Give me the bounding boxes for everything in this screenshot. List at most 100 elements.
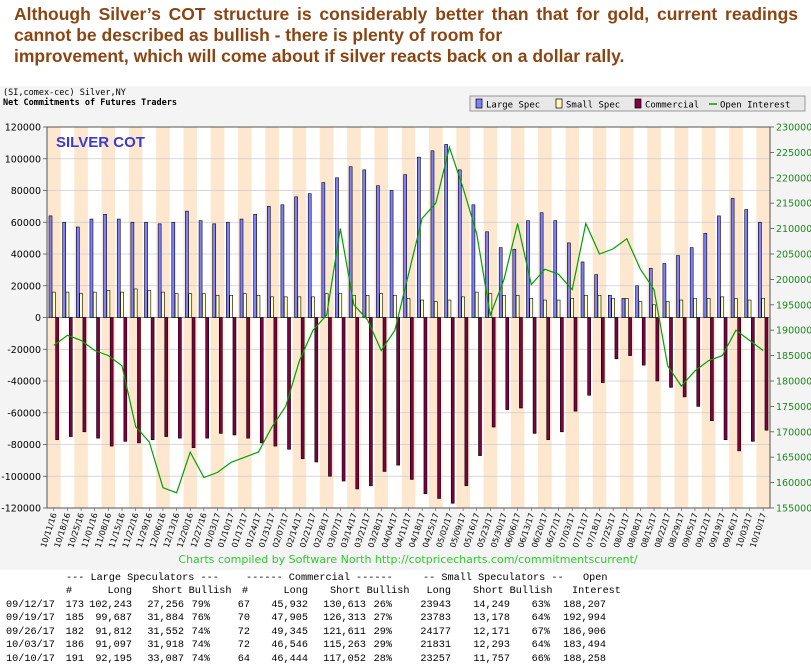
cell-oi: 183,494 [563, 640, 606, 652]
cell-l-num: 186 [65, 640, 84, 652]
cell-s-short: 11,757 [473, 653, 510, 665]
bar-commercial [314, 317, 319, 463]
y-tick-label-left: -20000 [7, 345, 41, 356]
headline-line-2: improvement, which will come about if si… [14, 46, 625, 66]
bar-commercial [410, 317, 414, 480]
bar-commercial [423, 317, 428, 495]
bar-large-spec [594, 274, 598, 318]
bar-commercial [328, 317, 332, 477]
legend-label-small-spec: Small Spec [566, 101, 620, 111]
open-interest-line [53, 145, 764, 494]
headline-line-1: Although Silver’s COT structure is consi… [14, 4, 798, 45]
bar-small-spec [638, 301, 643, 318]
cell-l-short: 31,884 [147, 613, 184, 625]
bar-commercial [519, 317, 523, 409]
y-tick-label-left: 40000 [11, 250, 41, 261]
bar-large-spec [717, 215, 721, 318]
cell-date: 09/12/17 [6, 600, 55, 611]
y-tick-label-right: 225000 [776, 148, 811, 159]
cell-c-num: 70 [237, 613, 250, 625]
bar-large-spec [239, 218, 244, 318]
y-tick-label-right: 170000 [776, 427, 811, 438]
group-large-speculators: --- Large Speculators --- [66, 573, 219, 584]
bar-small-spec [174, 293, 179, 318]
cell-s-long: 24177 [420, 626, 451, 638]
bar-large-spec [89, 218, 94, 318]
bar-small-spec [693, 298, 697, 318]
bar-large-spec [307, 193, 312, 318]
col-interest: Interest [572, 586, 621, 597]
y-tick-label-right: 200000 [776, 275, 811, 286]
bar-small-spec [133, 288, 138, 318]
cell-s-short: 14,249 [473, 600, 510, 611]
bar-large-spec [130, 221, 135, 318]
cell-c-bull: 27% [373, 613, 392, 625]
cell-l-bull: 74% [191, 626, 210, 638]
cell-l-short: 33,087 [147, 653, 184, 665]
chart-header-line-2: Net Commitments of Futures Traders [3, 97, 177, 108]
bar-commercial [287, 317, 291, 450]
cell-l-num: 185 [65, 613, 84, 625]
bar-large-spec [144, 221, 148, 318]
bar-small-spec [65, 291, 70, 318]
bar-large-spec [212, 223, 217, 318]
bar-large-spec [635, 285, 639, 318]
cell-l-short: 27,256 [147, 600, 184, 611]
y-tick-label-right: 230000 [776, 123, 811, 134]
cell-oi: 188,207 [563, 600, 606, 611]
bar-commercial [232, 317, 237, 436]
cell-c-num: 64 [237, 653, 250, 665]
bars [48, 144, 769, 504]
y-tick-label-right: 185000 [776, 351, 811, 362]
chart-credit: Charts compiled by Software North http:/… [178, 553, 637, 566]
bar-large-spec [457, 169, 462, 318]
bar-small-spec [188, 293, 193, 318]
bar-large-spec [376, 185, 380, 318]
bar-commercial [600, 317, 605, 383]
bar-commercial [205, 317, 209, 439]
group-open: Open [583, 573, 608, 584]
bar-small-spec [665, 301, 670, 318]
bar-commercial [532, 317, 537, 434]
cell-date: 09/19/17 [6, 613, 55, 625]
bar-commercial [137, 317, 141, 444]
cell-l-num: 191 [65, 653, 84, 665]
table-row: 09/12/17 173 102,243 27,256 79% 67 45,932 130,6… [0, 600, 811, 614]
table-group-header-row: --- Large Speculators --- ------ Commerc… [0, 573, 811, 587]
bar-commercial [369, 317, 373, 487]
bar-small-spec [720, 296, 725, 318]
cell-s-long: 23257 [420, 653, 451, 665]
bar-large-spec [321, 182, 326, 318]
bar-small-spec [420, 299, 424, 318]
cell-s-bull: 63% [531, 600, 550, 611]
cell-l-long: 91,812 [95, 626, 132, 638]
bar-commercial [82, 317, 87, 433]
bar-small-spec [611, 298, 615, 318]
bar-commercial [751, 317, 755, 442]
legend-swatch-small-spec [555, 98, 563, 109]
cell-l-long: 102,243 [89, 600, 132, 611]
y-axis-left: 120000 100000 80000 60000 40000 20000 0 -20000 -… [1, 123, 47, 515]
chart-legend: Large Spec Small Spec Commercial Open Inter… [469, 95, 806, 112]
bar-small-spec [79, 293, 83, 318]
cell-s-bull: 67% [531, 626, 550, 638]
bar-large-spec [662, 263, 667, 318]
cell-l-long: 92,195 [95, 653, 132, 665]
cell-c-short: 115,263 [323, 640, 366, 652]
cell-c-short: 121,611 [323, 626, 366, 638]
bar-commercial [219, 317, 223, 434]
bar-commercial [737, 317, 741, 452]
bar-large-spec [226, 221, 230, 318]
cell-c-bull: 28% [373, 653, 392, 665]
bar-small-spec [747, 299, 752, 318]
col-c-num: # [242, 586, 249, 597]
bar-large-spec [294, 196, 298, 318]
headline: Although Silver’s COT structure is consi… [14, 4, 798, 67]
cell-c-long: 47,905 [271, 613, 308, 625]
table-row: 10/03/17 186 91,097 31,918 74% 72 46,546 115,26… [0, 640, 811, 654]
bar-commercial [696, 317, 701, 407]
bar-large-spec [389, 190, 394, 318]
bar-small-spec [570, 298, 574, 318]
bar-large-spec [621, 298, 626, 318]
bar-large-spec [567, 242, 571, 318]
